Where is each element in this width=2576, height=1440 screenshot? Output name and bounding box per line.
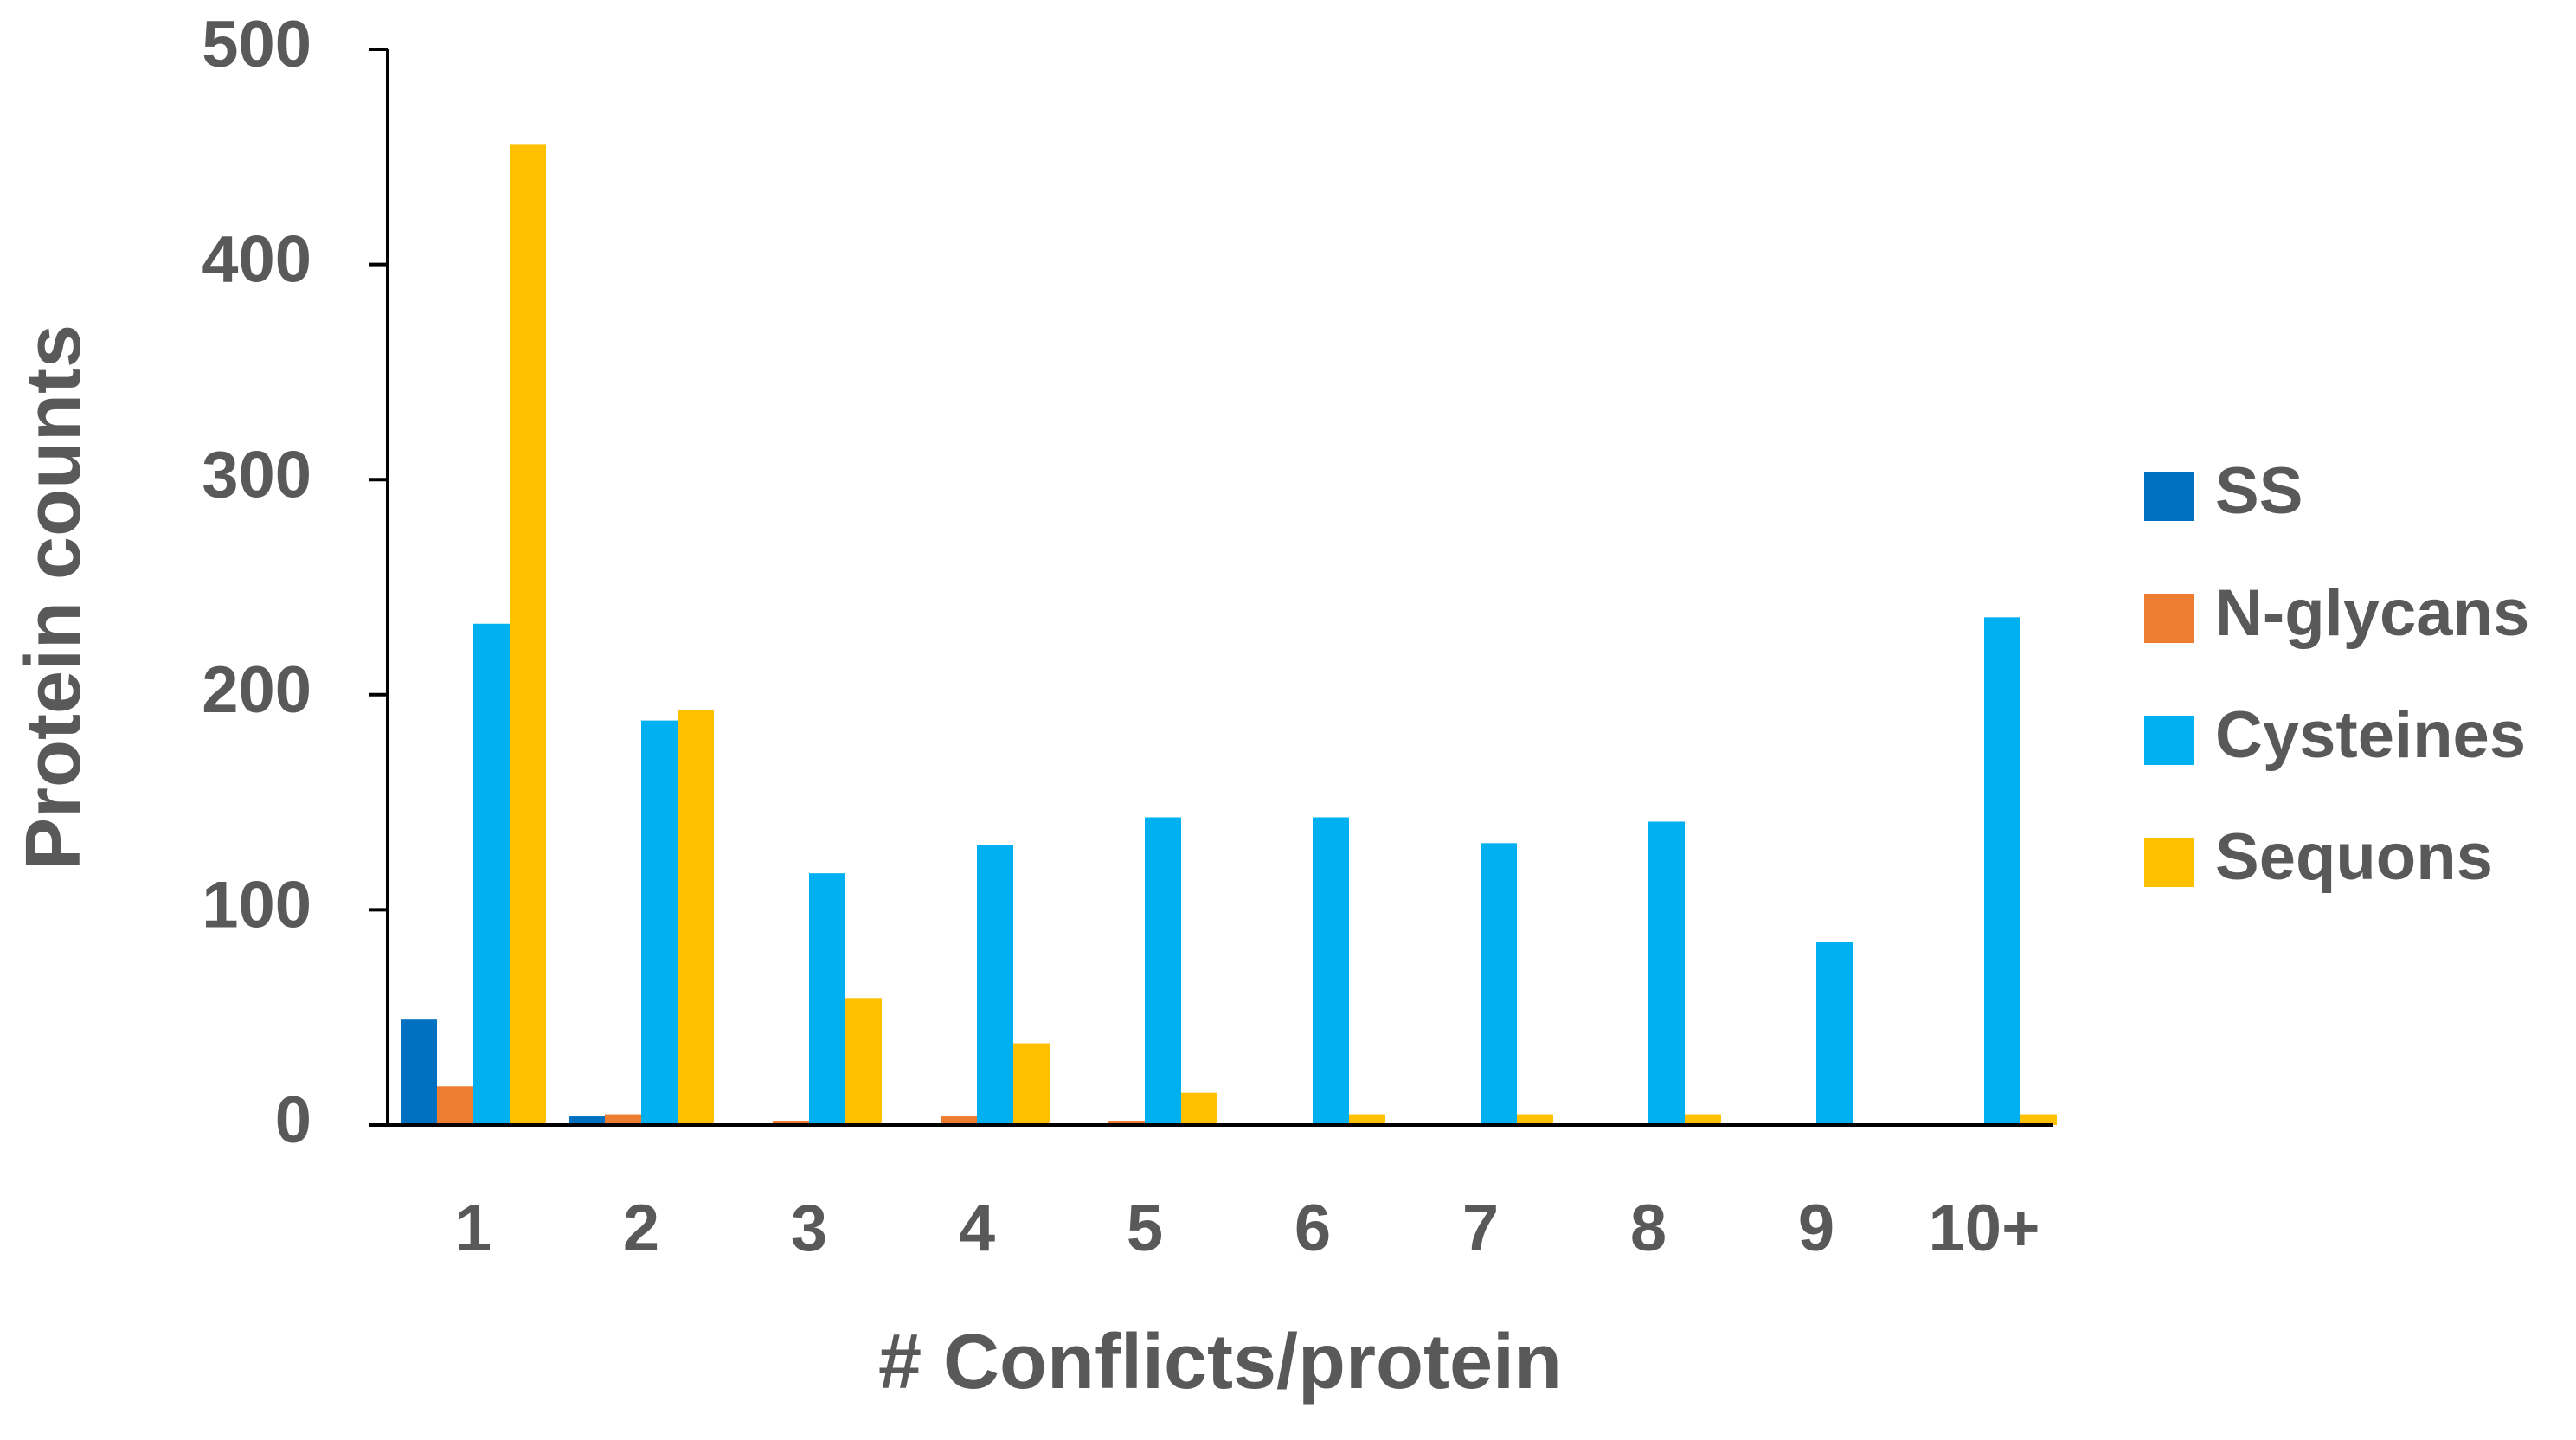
x-tick-label: 2 (623, 1192, 659, 1265)
bar (2020, 1114, 2057, 1125)
y-tick-label: 200 (202, 653, 312, 727)
x-tick-label: 8 (1630, 1192, 1667, 1265)
bar (510, 144, 546, 1125)
x-axis-title: # Conflicts/protein (878, 1319, 1562, 1405)
x-tick-label: 4 (959, 1192, 995, 1265)
legend-label: N-glycans (2215, 576, 2529, 650)
bar (1349, 1114, 1385, 1125)
bar (1685, 1114, 1721, 1125)
bar (473, 623, 510, 1125)
x-tick-label: 1 (455, 1192, 491, 1265)
bar (569, 1116, 605, 1125)
x-tick-label: 9 (1798, 1192, 1834, 1265)
bar (941, 1116, 977, 1125)
legend-swatch (2144, 472, 2194, 521)
bar (1181, 1092, 1217, 1125)
bar (1108, 1121, 1145, 1125)
y-axis-title: Protein counts (10, 325, 97, 870)
legend-label: SS (2215, 454, 2303, 528)
bar (1481, 843, 1517, 1125)
y-tick-label: 400 (202, 223, 312, 297)
bar (773, 1121, 809, 1125)
bar (437, 1086, 473, 1125)
bar (1648, 821, 1685, 1125)
y-tick-label: 500 (202, 8, 312, 81)
y-tick-label: 300 (202, 438, 312, 511)
bar (1984, 617, 2020, 1125)
bar (641, 720, 678, 1125)
legend-label: Sequons (2215, 820, 2493, 894)
x-tick-label: 3 (791, 1192, 827, 1265)
bar (1816, 942, 1853, 1125)
bar (1517, 1114, 1553, 1125)
bar (401, 1019, 437, 1125)
x-tick-label: 10+ (1929, 1192, 2040, 1265)
bar (1145, 817, 1181, 1125)
legend-swatch (2144, 594, 2194, 643)
y-tick-label: 100 (202, 868, 312, 942)
bar (809, 873, 845, 1125)
y-tick-label: 0 (275, 1083, 312, 1157)
bar (678, 710, 714, 1125)
legend-swatch (2144, 838, 2194, 887)
legend-label: Cysteines (2215, 698, 2526, 772)
legend-swatch (2144, 716, 2194, 765)
bar (845, 998, 882, 1125)
bar (1013, 1043, 1050, 1125)
x-tick-label: 7 (1462, 1192, 1499, 1265)
x-tick-label: 5 (1127, 1192, 1163, 1265)
bar (605, 1114, 641, 1125)
bar (977, 845, 1013, 1125)
bar (1313, 817, 1349, 1125)
x-tick-label: 6 (1294, 1192, 1331, 1265)
